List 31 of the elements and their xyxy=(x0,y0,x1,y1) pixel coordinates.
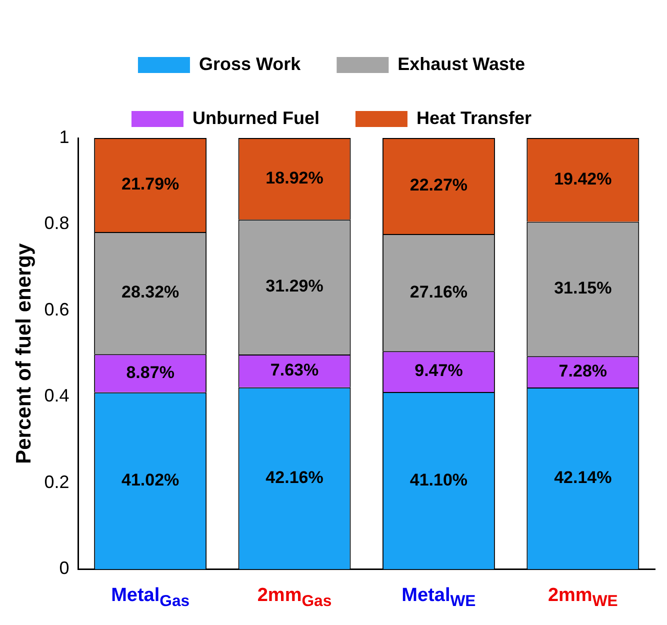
data-label: 21.79% xyxy=(121,174,180,194)
y-tick-label: 0.8 xyxy=(44,213,70,234)
data-label: 42.14% xyxy=(554,468,612,488)
data-label: 41.10% xyxy=(410,470,468,490)
y-tick-label: 1 xyxy=(59,126,70,147)
data-label: 28.32% xyxy=(121,282,180,302)
data-label: 27.16% xyxy=(410,282,468,302)
x-tick-label: 2mm$_{WE}$ xyxy=(546,585,619,611)
legend-label: Heat Transfer xyxy=(416,108,532,128)
data-label: 41.02% xyxy=(121,470,180,490)
data-label: 31.29% xyxy=(266,276,324,296)
data-label: 22.27% xyxy=(410,176,468,195)
legend-label: Exhaust Waste xyxy=(398,54,526,74)
legend-label: Gross Work xyxy=(198,54,302,74)
data-label: 9.47% xyxy=(414,361,463,380)
y-tick-label: 0.6 xyxy=(44,299,70,320)
data-label: 31.15% xyxy=(554,278,612,298)
x-tick-label: Metal$_{WE}$ xyxy=(400,585,477,611)
y-axis-title: Percent of fuel energy xyxy=(12,243,36,464)
data-label: 18.92% xyxy=(266,168,324,188)
x-tick-label: Metal$_{Gas}$ xyxy=(110,585,191,611)
y-tick-label: 0.4 xyxy=(44,386,70,406)
data-label: 19.42% xyxy=(554,170,612,189)
data-label: 7.28% xyxy=(558,361,608,380)
x-tick-label: 2mm$_{Gas}$ xyxy=(256,585,333,611)
legend-label: Unburned Fuel xyxy=(192,108,320,128)
y-tick-label: 0.2 xyxy=(44,472,70,492)
data-label: 42.16% xyxy=(266,468,324,487)
data-label: 8.87% xyxy=(126,362,174,382)
y-tick-label: 0 xyxy=(59,558,70,578)
data-label: 7.63% xyxy=(270,360,319,380)
